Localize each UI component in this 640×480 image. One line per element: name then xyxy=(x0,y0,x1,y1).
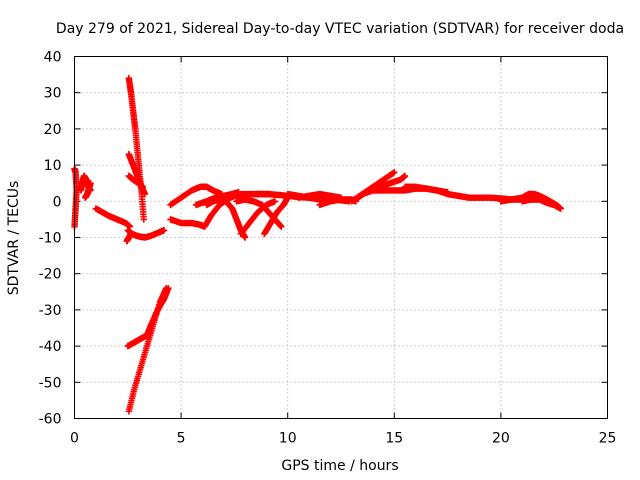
data-point xyxy=(160,227,168,234)
data-point xyxy=(241,234,249,241)
y-tick-label: 30 xyxy=(44,86,62,102)
data-point xyxy=(401,172,409,180)
data-point xyxy=(278,223,285,230)
chart-title: Day 279 of 2021, Sidereal Day-to-day VTE… xyxy=(56,21,624,37)
series-arc-6 xyxy=(124,227,168,241)
y-tick-label: 10 xyxy=(44,158,62,174)
y-tick-label: -20 xyxy=(39,267,62,283)
tick-labels: 0 5 10 15 20 25 -60 -50 -40 -30 -20 -10 0 10 20 30 40 xyxy=(39,50,617,447)
data-point xyxy=(141,190,149,198)
data-point xyxy=(271,198,279,205)
x-tick-label: 25 xyxy=(599,431,617,447)
data-point xyxy=(162,284,170,292)
series-arc-17 xyxy=(233,196,285,230)
series-arc-4 xyxy=(92,205,134,230)
axis-ticks xyxy=(74,56,608,419)
y-tick-label: 0 xyxy=(53,194,62,210)
x-tick-label: 5 xyxy=(177,431,186,447)
plot-frame xyxy=(74,56,608,419)
y-tick-label: -40 xyxy=(39,339,62,355)
data-point xyxy=(444,189,451,196)
y-tick-label: 40 xyxy=(44,50,62,66)
x-tick-label: 10 xyxy=(279,431,297,447)
series-arc-19 xyxy=(261,194,291,238)
series-arc-9 xyxy=(125,172,146,191)
series-arc-3 xyxy=(81,180,94,201)
grid xyxy=(74,56,608,419)
data-point xyxy=(391,169,398,176)
series-arc-21 xyxy=(295,190,345,201)
data-points xyxy=(71,75,564,415)
series-arc-14 xyxy=(192,189,242,209)
series-arc-28 xyxy=(519,196,564,212)
data-point xyxy=(235,189,242,196)
y-tick-label: -10 xyxy=(39,231,62,247)
y-tick-label: 20 xyxy=(44,122,62,138)
y-axis-label: SDTVAR / TECUs xyxy=(6,181,22,296)
x-tick-label: 15 xyxy=(385,431,403,447)
y-tick-label: -50 xyxy=(39,375,62,391)
x-axis-label: GPS time / hours xyxy=(281,458,398,474)
series-arc-11 xyxy=(125,284,170,415)
data-point xyxy=(140,216,147,223)
series-arc-26 xyxy=(401,183,451,196)
data-point xyxy=(87,180,94,187)
series-arc-7 xyxy=(125,75,147,223)
y-tick-label: -30 xyxy=(39,303,62,319)
y-tick-label: -60 xyxy=(39,412,62,428)
x-tick-label: 20 xyxy=(492,431,510,447)
data-point xyxy=(557,205,564,212)
data-point xyxy=(139,183,146,191)
x-tick-label: 0 xyxy=(70,431,79,447)
series-arc-15 xyxy=(203,196,249,241)
